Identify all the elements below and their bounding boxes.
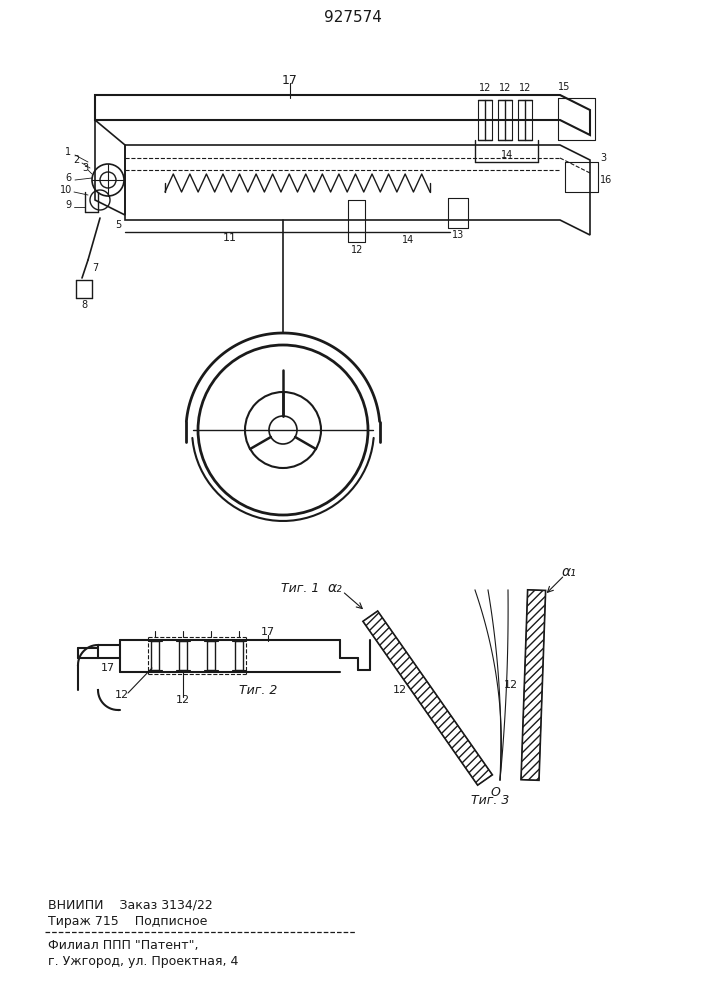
Text: 5: 5 (115, 220, 121, 230)
Polygon shape (521, 590, 546, 780)
Text: 12: 12 (499, 83, 511, 93)
Text: 14: 14 (402, 235, 414, 245)
Text: 13: 13 (452, 230, 464, 240)
Text: 8: 8 (81, 300, 87, 310)
Text: 14: 14 (501, 150, 513, 160)
Text: 17: 17 (261, 627, 275, 637)
Text: 927574: 927574 (324, 10, 382, 25)
Text: 2: 2 (73, 155, 79, 165)
Text: 16: 16 (600, 175, 612, 185)
Text: O: O (490, 786, 500, 798)
Text: 17: 17 (101, 663, 115, 673)
Polygon shape (363, 611, 492, 785)
Text: 15: 15 (558, 82, 571, 92)
Text: г. Ужгород, ул. Проектная, 4: г. Ужгород, ул. Проектная, 4 (48, 954, 238, 968)
Text: 17: 17 (282, 74, 298, 87)
Text: 12: 12 (115, 690, 129, 700)
Text: 12: 12 (393, 685, 407, 695)
Text: 7: 7 (92, 263, 98, 273)
Text: 12: 12 (504, 680, 518, 690)
Text: 12: 12 (351, 245, 363, 255)
Text: Τиг. 2: Τиг. 2 (239, 684, 277, 696)
Text: Τиг. 3: Τиг. 3 (471, 794, 509, 806)
Text: 1: 1 (65, 147, 71, 157)
Text: 11: 11 (223, 233, 237, 243)
Text: 9: 9 (65, 200, 71, 210)
Text: 12: 12 (519, 83, 531, 93)
Text: 10: 10 (60, 185, 72, 195)
Text: ВНИИПИ    Заказ 3134/22: ВНИИПИ Заказ 3134/22 (48, 898, 213, 912)
Text: 3: 3 (600, 153, 606, 163)
Text: 12: 12 (479, 83, 491, 93)
Text: 12: 12 (176, 695, 190, 705)
Text: α₂: α₂ (328, 581, 343, 595)
Text: Τиг. 1: Τиг. 1 (281, 582, 319, 594)
Text: α₁: α₁ (561, 565, 576, 579)
Text: Филиал ППП "Патент",: Филиал ППП "Патент", (48, 938, 199, 952)
Text: 6: 6 (65, 173, 71, 183)
Text: Тираж 715    Подписное: Тираж 715 Подписное (48, 916, 207, 928)
Text: 3: 3 (82, 163, 88, 173)
